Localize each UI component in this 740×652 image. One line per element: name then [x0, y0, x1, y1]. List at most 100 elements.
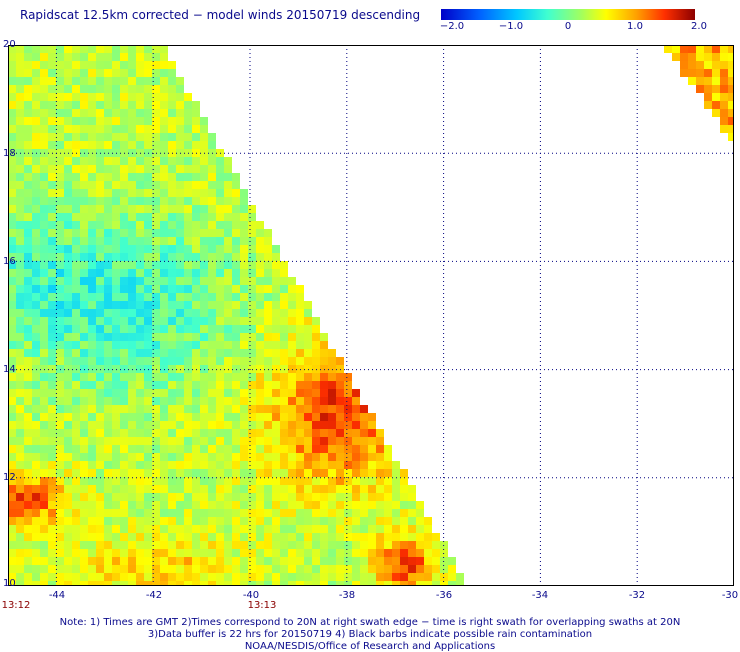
wind-cell [280, 333, 288, 341]
wind-cell [112, 261, 120, 269]
wind-cell [56, 541, 64, 549]
wind-cell [424, 549, 432, 557]
wind-cell [88, 61, 96, 69]
wind-cell [288, 325, 296, 333]
wind-cell [232, 269, 240, 277]
wind-cell [104, 501, 112, 509]
wind-cell [176, 341, 184, 349]
wind-cell [232, 173, 240, 181]
wind-cell [136, 317, 144, 325]
wind-cell [56, 197, 64, 205]
wind-cell [112, 53, 120, 61]
wind-cell [168, 517, 176, 525]
wind-cell [48, 333, 56, 341]
wind-cell [144, 173, 152, 181]
wind-cell [688, 69, 696, 77]
wind-cell [64, 157, 72, 165]
wind-cell [176, 349, 184, 357]
wind-cell [72, 485, 80, 493]
wind-cell [88, 261, 96, 269]
wind-cell [272, 509, 280, 517]
wind-cell [160, 141, 168, 149]
wind-cell [368, 557, 376, 565]
wind-cell [32, 173, 40, 181]
wind-cell [168, 341, 176, 349]
wind-cell [160, 541, 168, 549]
wind-cell [200, 157, 208, 165]
wind-cell [328, 509, 336, 517]
wind-cell [192, 109, 200, 117]
wind-cell [248, 501, 256, 509]
wind-cell [272, 405, 280, 413]
wind-cell [176, 397, 184, 405]
wind-cell [168, 389, 176, 397]
wind-cell [48, 85, 56, 93]
wind-cell [144, 325, 152, 333]
wind-cell [128, 69, 136, 77]
wind-cell [56, 301, 64, 309]
wind-cell [216, 349, 224, 357]
wind-cell [376, 445, 384, 453]
wind-cell [192, 445, 200, 453]
wind-cell [208, 349, 216, 357]
wind-cell [32, 125, 40, 133]
wind-cell [168, 309, 176, 317]
wind-cell [280, 317, 288, 325]
wind-cell [32, 557, 40, 565]
wind-cell [360, 517, 368, 525]
wind-cell [360, 525, 368, 533]
wind-cell [344, 389, 352, 397]
wind-cell [264, 565, 272, 573]
wind-cell [176, 565, 184, 573]
wind-cell [232, 453, 240, 461]
wind-cell [320, 557, 328, 565]
lat-label-12: 12 [3, 472, 16, 483]
wind-cell [248, 541, 256, 549]
wind-cell [32, 541, 40, 549]
wind-cell [272, 245, 280, 253]
wind-cell [192, 413, 200, 421]
wind-cell [208, 493, 216, 501]
wind-cell [104, 437, 112, 445]
wind-cell [16, 269, 24, 277]
wind-cell [208, 229, 216, 237]
wind-cell [112, 445, 120, 453]
wind-cell [72, 573, 80, 581]
wind-cell [40, 501, 48, 509]
wind-cell [296, 421, 304, 429]
wind-cell [32, 221, 40, 229]
wind-cell [24, 493, 32, 501]
wind-cell [48, 565, 56, 573]
wind-cell [72, 245, 80, 253]
wind-cell [416, 533, 424, 541]
wind-cell [104, 173, 112, 181]
wind-cell [184, 349, 192, 357]
wind-cell [192, 541, 200, 549]
wind-cell [192, 197, 200, 205]
wind-cell [304, 309, 312, 317]
wind-cell [32, 477, 40, 485]
wind-cell [320, 349, 328, 357]
wind-cell [176, 317, 184, 325]
wind-cell [192, 205, 200, 213]
wind-cell [312, 365, 320, 373]
wind-cell [96, 101, 104, 109]
wind-cell [16, 221, 24, 229]
wind-cell [136, 493, 144, 501]
wind-cell [32, 373, 40, 381]
wind-cell [360, 445, 368, 453]
wind-cell [64, 557, 72, 565]
wind-cell [336, 485, 344, 493]
wind-cell [136, 357, 144, 365]
wind-cell [56, 253, 64, 261]
wind-cell [112, 165, 120, 173]
wind-cell [392, 501, 400, 509]
wind-cell [352, 405, 360, 413]
wind-cell [184, 413, 192, 421]
wind-cell [184, 165, 192, 173]
wind-cell [328, 573, 336, 581]
wind-cell [136, 253, 144, 261]
wind-cell [224, 445, 232, 453]
wind-cell [296, 581, 304, 586]
wind-cell [240, 301, 248, 309]
